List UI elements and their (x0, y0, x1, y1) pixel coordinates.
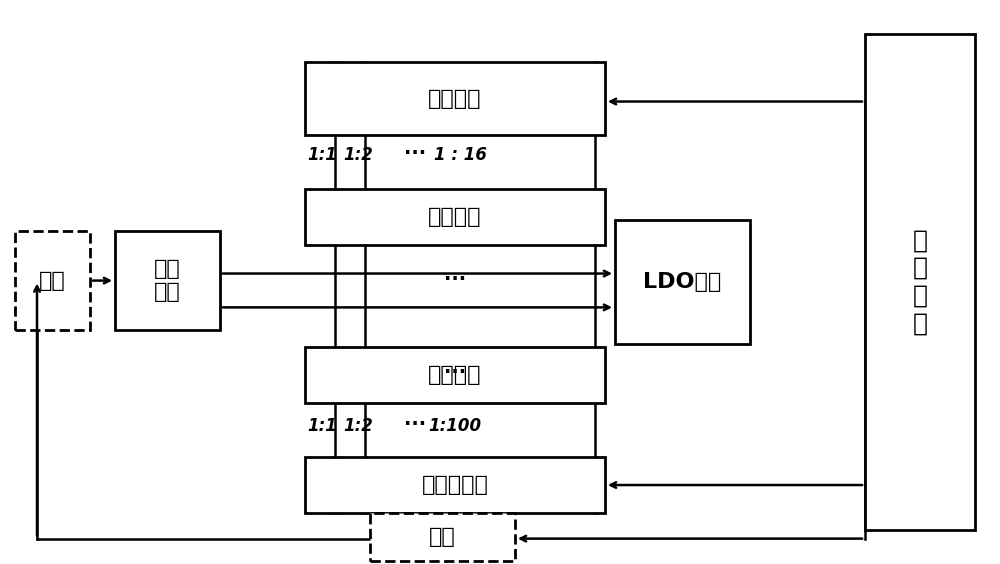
FancyBboxPatch shape (865, 34, 975, 530)
Text: 数
字
控
制: 数 字 控 制 (912, 228, 928, 336)
Text: 1:100: 1:100 (428, 417, 482, 435)
FancyBboxPatch shape (15, 231, 90, 330)
Text: 比例电阻: 比例电阻 (428, 89, 482, 109)
Text: 1:1: 1:1 (307, 146, 337, 164)
FancyBboxPatch shape (305, 347, 605, 403)
Text: LDO输出: LDO输出 (643, 272, 722, 292)
FancyBboxPatch shape (115, 231, 220, 330)
Text: ···: ··· (404, 415, 426, 434)
Text: 1:2: 1:2 (343, 417, 373, 435)
Text: 比例电流镜: 比例电流镜 (422, 475, 488, 495)
Text: ···: ··· (444, 363, 466, 382)
Text: 1 : 16: 1 : 16 (434, 146, 486, 164)
Text: 温度: 温度 (39, 271, 66, 290)
Text: ···: ··· (444, 270, 466, 289)
Text: 斜率设置: 斜率设置 (428, 207, 482, 227)
Text: ···: ··· (404, 144, 426, 163)
Text: 交点设置: 交点设置 (428, 365, 482, 385)
FancyBboxPatch shape (615, 220, 750, 344)
FancyBboxPatch shape (305, 62, 605, 135)
FancyBboxPatch shape (370, 513, 515, 561)
Text: 功率: 功率 (429, 527, 456, 547)
Text: 热敏
电阻: 热敏 电阻 (154, 259, 181, 302)
FancyBboxPatch shape (305, 189, 605, 245)
FancyBboxPatch shape (305, 457, 605, 513)
Text: 1:2: 1:2 (343, 146, 373, 164)
Text: 1:1: 1:1 (307, 417, 337, 435)
